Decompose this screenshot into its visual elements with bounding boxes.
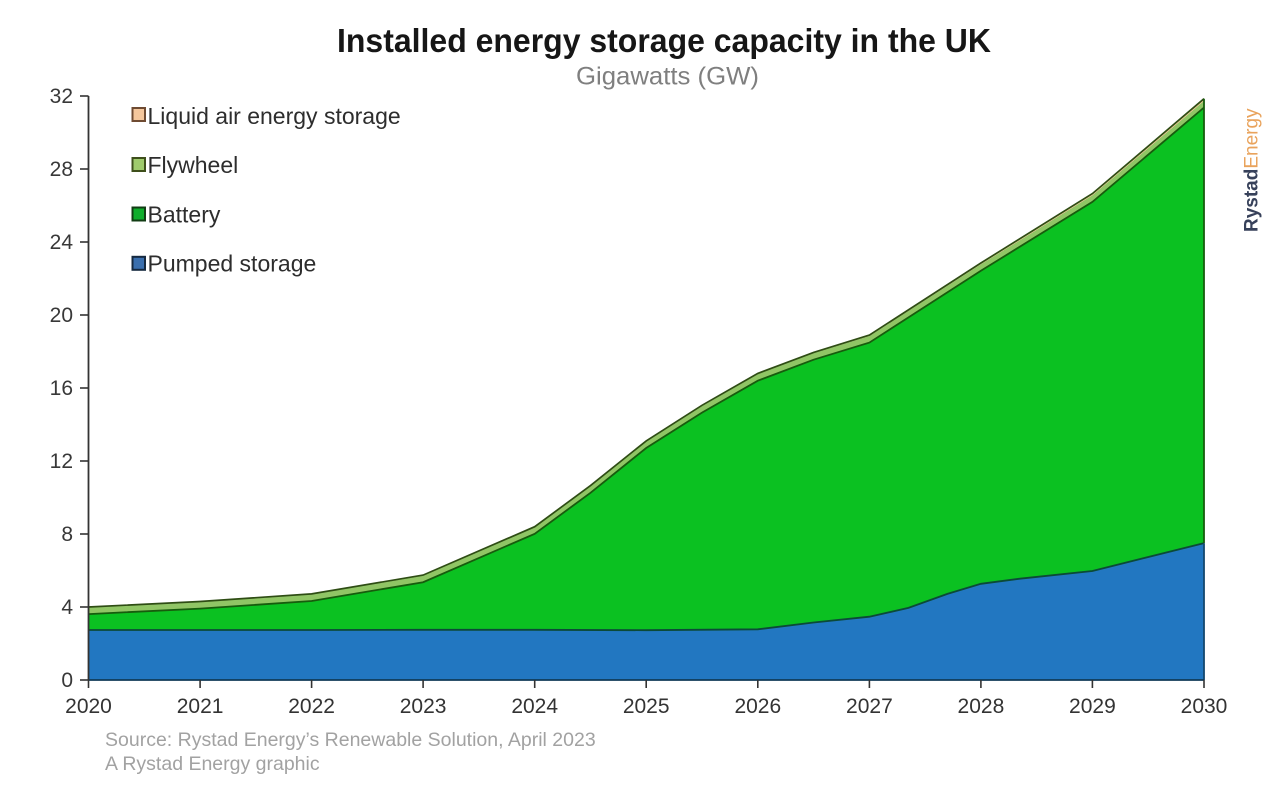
svg-text:0: 0 (61, 669, 73, 692)
svg-text:2024: 2024 (511, 695, 558, 718)
svg-text:12: 12 (50, 450, 73, 473)
svg-text:Flywheel: Flywheel (148, 152, 239, 178)
svg-text:20: 20 (50, 304, 73, 327)
svg-text:24: 24 (50, 231, 74, 254)
svg-text:Source: Rystad Energy’s Renewa: Source: Rystad Energy’s Renewable Soluti… (105, 729, 596, 751)
svg-text:2023: 2023 (400, 695, 447, 718)
svg-text:Battery: Battery (148, 201, 221, 227)
svg-text:RystadEnergy: RystadEnergy (1242, 108, 1263, 232)
svg-text:2026: 2026 (734, 695, 781, 718)
svg-text:2020: 2020 (65, 695, 112, 718)
svg-text:2027: 2027 (846, 695, 893, 718)
svg-text:Liquid air energy storage: Liquid air energy storage (148, 103, 401, 129)
svg-text:2025: 2025 (623, 695, 670, 718)
svg-text:32: 32 (50, 85, 73, 108)
svg-text:2022: 2022 (288, 695, 335, 718)
svg-text:2021: 2021 (177, 695, 224, 718)
svg-text:A Rystad Energy graphic: A Rystad Energy graphic (105, 753, 320, 775)
svg-text:2029: 2029 (1069, 695, 1116, 718)
svg-text:28: 28 (50, 158, 73, 181)
svg-text:Pumped storage: Pumped storage (148, 251, 317, 277)
svg-text:8: 8 (61, 523, 73, 546)
svg-text:2030: 2030 (1181, 695, 1228, 718)
svg-text:Gigawatts (GW): Gigawatts (GW) (576, 63, 759, 91)
svg-text:4: 4 (61, 596, 73, 619)
svg-text:16: 16 (50, 377, 73, 400)
svg-text:Installed energy storage capac: Installed energy storage capacity in the… (337, 22, 991, 59)
svg-text:2028: 2028 (958, 695, 1005, 718)
